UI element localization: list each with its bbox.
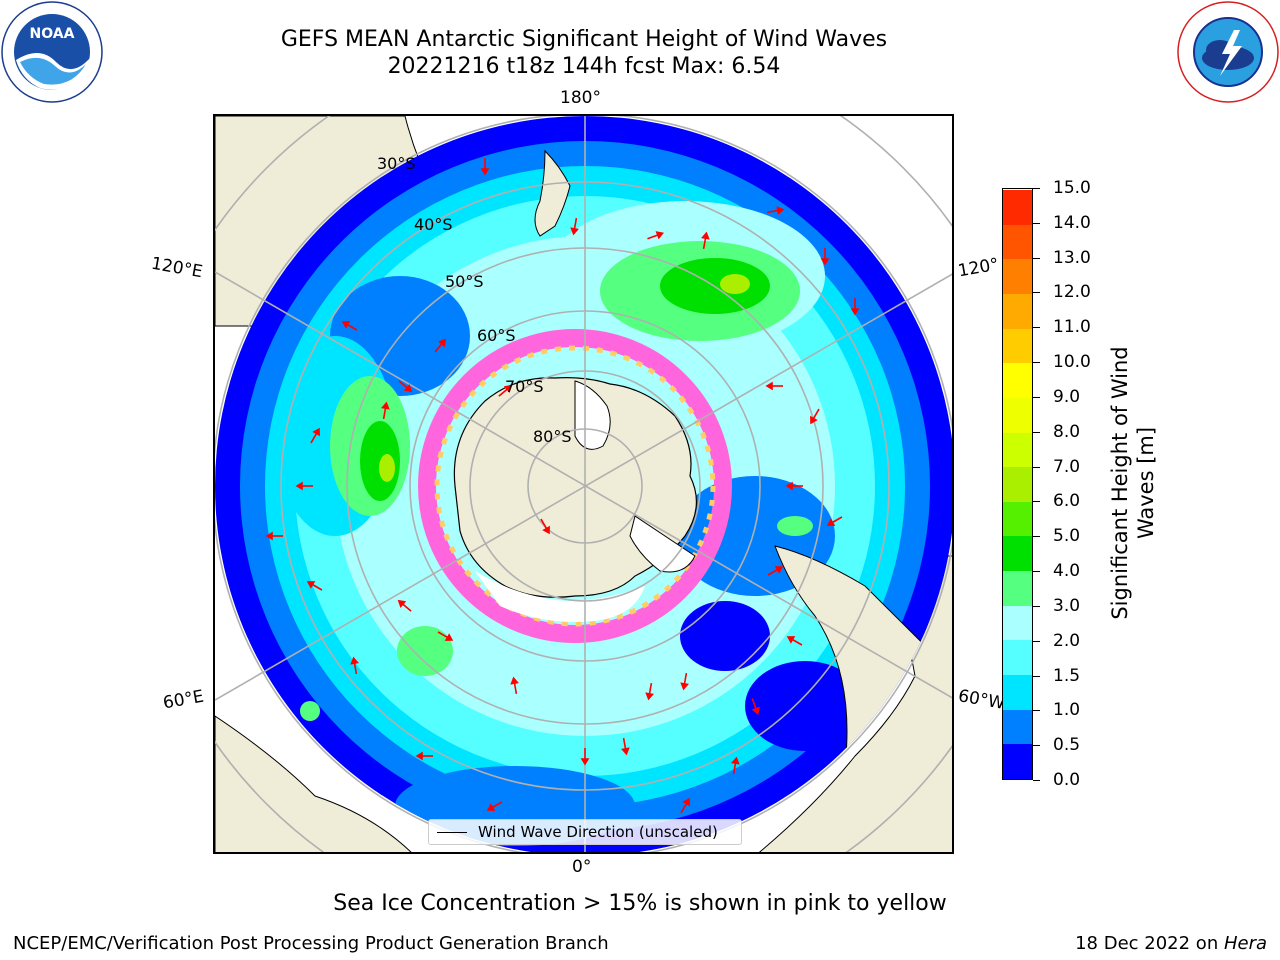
map-legend: Wind Wave Direction (unscaled): [428, 819, 742, 845]
noaa-logo-icon: NOAA: [1, 1, 103, 103]
lon-label-0: 0°: [572, 857, 592, 877]
colorbar-tick: [1033, 222, 1040, 224]
colorbar-tick: [1033, 431, 1040, 433]
colorbar-tick-label: 7.0: [1053, 456, 1081, 477]
colorbar-segment: [1003, 639, 1032, 676]
lon-label-120e: 120°E: [149, 253, 205, 283]
footer-date: 18 Dec 2022 on Hera: [1075, 933, 1267, 954]
wave-arrows: [265, 158, 860, 814]
colorbar-tick-label: 4.0: [1053, 561, 1081, 582]
lon-label-60e: 60°E: [161, 686, 206, 714]
lat-label-70s: 70°S: [505, 377, 544, 396]
colorbar-title-line2: Waves [m]: [1134, 426, 1158, 540]
lon-label-180: 180°: [560, 88, 601, 108]
lat-label-80s: 80°S: [533, 427, 572, 446]
colorbar-segment: [1003, 466, 1032, 502]
colorbar-segment: [1003, 362, 1032, 398]
chart-subtitle: 20221216 t18z 144h fcst Max: 6.54: [387, 54, 781, 79]
colorbar-tick-label: 0.0: [1053, 770, 1081, 790]
colorbar-segment: [1003, 328, 1032, 364]
colorbar-segment: [1003, 709, 1032, 745]
colorbar-tick: [1033, 396, 1040, 398]
colorbar-segment: [1003, 432, 1032, 468]
map-panel: 30°S 40°S 50°S 60°S 70°S 80°S: [213, 114, 954, 854]
colorbar-tick-label: 9.0: [1053, 386, 1081, 407]
colorbar-title: Significant Height of Wind Waves [m]: [1103, 323, 1163, 643]
sea-ice-note: Sea Ice Concentration > 15% is shown in …: [333, 891, 947, 916]
colorbar-tick: [1033, 780, 1040, 781]
footer-date-text: 18 Dec 2022 on: [1075, 933, 1224, 954]
lat-label-50s: 50°S: [445, 272, 484, 291]
legend-line-icon: [437, 832, 467, 833]
polar-map: [215, 116, 952, 852]
colorbar-tick: [1033, 257, 1040, 259]
colorbar-tick-label: 5.0: [1053, 526, 1081, 547]
colorbar-tick: [1033, 292, 1040, 294]
lat-label-30s: 30°S: [377, 154, 416, 173]
footer-credit: NCEP/EMC/Verification Post Processing Pr…: [13, 933, 609, 954]
colorbar-segment: [1003, 293, 1032, 329]
colorbar-tick-label: 6.0: [1053, 491, 1081, 512]
colorbar-segment: [1003, 258, 1032, 294]
colorbar-tick-label: 11.0: [1053, 317, 1091, 338]
colorbar-segment: [1003, 535, 1032, 572]
svg-text:NOAA: NOAA: [30, 26, 75, 42]
colorbar-tick: [1033, 605, 1040, 607]
colorbar: [1002, 188, 1033, 780]
colorbar-tick-label: 14.0: [1053, 212, 1091, 233]
colorbar-segment: [1003, 189, 1032, 225]
colorbar-tick-label: 1.0: [1053, 700, 1081, 721]
nws-logo-icon: [1177, 1, 1279, 103]
chart-title: GEFS MEAN Antarctic Significant Height o…: [280, 27, 888, 52]
colorbar-title-line1: Significant Height of Wind: [1108, 346, 1132, 620]
colorbar-tick-label: 1.5: [1053, 665, 1081, 686]
lon-label-60w: 60°W: [956, 686, 1007, 714]
colorbar-tick: [1033, 675, 1040, 677]
colorbar-segment: [1003, 501, 1032, 537]
colorbar-tick-label: 12.0: [1053, 282, 1091, 303]
colorbar-tick-label: 8.0: [1053, 421, 1081, 442]
colorbar-tick: [1033, 188, 1040, 189]
colorbar-tick: [1033, 745, 1040, 747]
lon-label-120w: 120°: [956, 254, 1001, 282]
colorbar-tick: [1033, 362, 1040, 364]
graticule: [215, 116, 952, 852]
footer-host: Hera: [1223, 933, 1267, 954]
colorbar-segment: [1003, 605, 1032, 641]
colorbar-tick-label: 2.0: [1053, 630, 1081, 651]
lat-label-60s: 60°S: [477, 326, 516, 345]
colorbar-tick: [1033, 501, 1040, 503]
colorbar-tick: [1033, 710, 1040, 712]
colorbar-segment: [1003, 570, 1032, 606]
lat-label-40s: 40°S: [414, 215, 453, 234]
colorbar-tick: [1033, 640, 1040, 642]
colorbar-tick: [1033, 536, 1040, 538]
colorbar-tick: [1033, 571, 1040, 573]
colorbar-tick-label: 15.0: [1053, 178, 1091, 198]
colorbar-segment: [1003, 397, 1032, 433]
colorbar-tick-label: 13.0: [1053, 247, 1091, 268]
colorbar-tick: [1033, 327, 1040, 329]
colorbar-tick-label: 3.0: [1053, 595, 1081, 616]
colorbar-segment: [1003, 224, 1032, 260]
colorbar-tick-label: 0.5: [1053, 735, 1081, 756]
colorbar-segment: [1003, 743, 1032, 779]
colorbar-segment: [1003, 674, 1032, 710]
legend-label: Wind Wave Direction (unscaled): [478, 823, 718, 841]
colorbar-tick-label: 10.0: [1053, 352, 1091, 373]
colorbar-tick: [1033, 466, 1040, 468]
